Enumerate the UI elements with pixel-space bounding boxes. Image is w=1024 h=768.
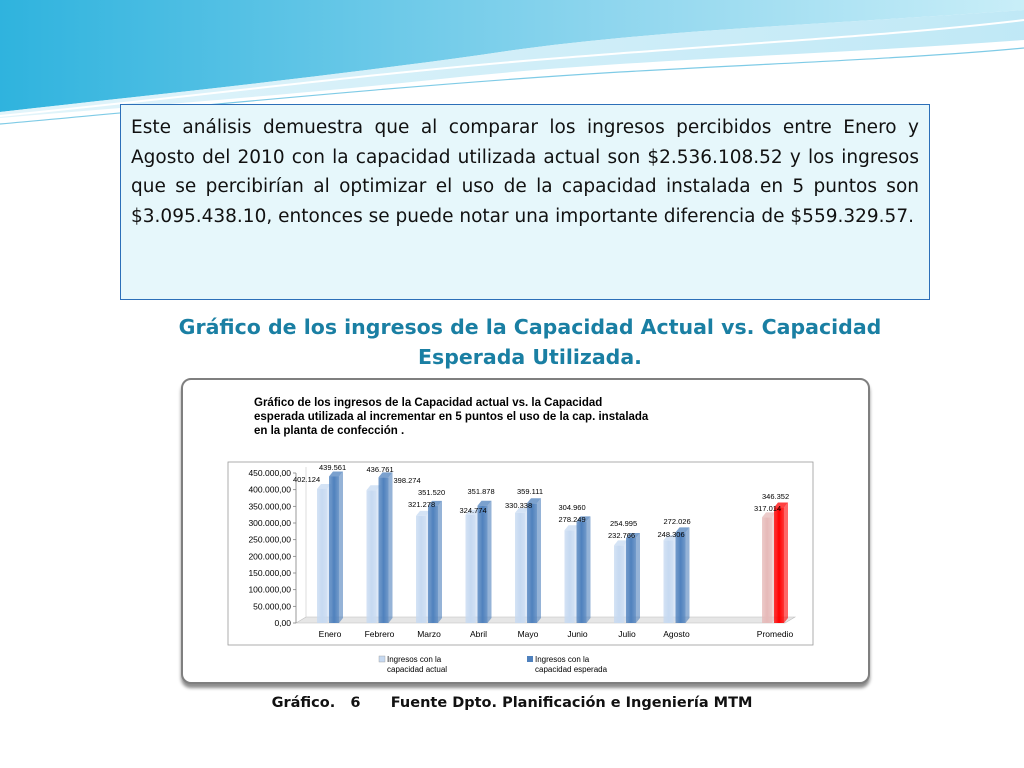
legend-swatch-series2 — [527, 656, 533, 662]
bar-series1-top — [465, 509, 480, 515]
bar-series2-side — [487, 500, 492, 623]
data-label-series2: 351.520 — [418, 488, 445, 497]
data-label-series2: 272.026 — [664, 517, 691, 526]
bar-series2-top — [576, 516, 591, 522]
data-label-series2: 439.561 — [319, 463, 346, 472]
x-tick-label: Febrero — [365, 629, 395, 639]
y-tick-label: 0,00 — [274, 618, 291, 628]
bar-series2 — [477, 505, 488, 623]
bar-series1-top — [317, 483, 331, 489]
bar-series2 — [428, 505, 438, 623]
data-label-series1: 321.278 — [408, 500, 435, 509]
data-label-series2: 436.761 — [367, 465, 394, 474]
bar-series2 — [675, 532, 686, 623]
data-label-series2: 304.960 — [559, 503, 586, 512]
bar-series2-side — [784, 502, 788, 623]
bar-series2-top — [378, 472, 393, 478]
bar-series1 — [366, 490, 377, 623]
intro-text: Este análisis demuestra que al comparar … — [131, 117, 919, 227]
data-label-series1: 248.306 — [658, 530, 685, 539]
x-tick-label: Julio — [618, 629, 636, 639]
y-tick-label: 350.000,00 — [248, 501, 291, 511]
bar-series2-side — [537, 498, 541, 623]
data-label-series1: 278.249 — [559, 515, 586, 524]
data-label-series1: 317.014 — [754, 504, 781, 513]
y-tick-label: 100.000,00 — [248, 585, 291, 595]
bar-series2-top — [626, 533, 640, 539]
bar-series2-top — [428, 500, 442, 506]
data-label-series1: 232.766 — [608, 531, 635, 540]
bar-series2-side — [388, 472, 393, 623]
data-label-series1: 402.124 — [293, 475, 320, 484]
x-tick-label: Marzo — [417, 629, 441, 639]
bar-series1-top — [416, 510, 430, 516]
bar-series2 — [576, 521, 587, 623]
y-tick-label: 300.000,00 — [248, 518, 291, 528]
bar-series1 — [465, 514, 476, 623]
data-label-series1: 398.274 — [394, 476, 421, 485]
bar-series1-top — [515, 507, 529, 513]
bar-series2-top — [774, 502, 788, 508]
bar-series1-top — [564, 525, 579, 531]
bar-series2 — [626, 538, 636, 623]
data-label-series2: 351.878 — [468, 487, 495, 496]
figure-caption: Gráfico. 6 Fuente Dpto. Planificación e … — [271, 695, 753, 711]
y-tick-label: 450.000,00 — [248, 468, 291, 478]
y-tick-label: 400.000,00 — [248, 485, 291, 495]
bar-series2 — [527, 503, 537, 623]
bar-series1-top — [663, 535, 678, 541]
x-tick-label: Junio — [567, 629, 588, 639]
slide-title: Gráfico de los ingresos de la Capacidad … — [178, 315, 882, 369]
bar-series1 — [762, 517, 772, 623]
legend-label: Ingresos con la — [387, 655, 442, 664]
bar-series1 — [416, 515, 426, 623]
x-tick-label: Enero — [319, 629, 342, 639]
x-tick-label: Promedio — [757, 629, 794, 639]
bar-series2-side — [586, 516, 591, 623]
bar-series2 — [329, 476, 339, 623]
bar-series2-side — [685, 527, 690, 623]
bar-chart: Gráfico de los ingresos de la Capacidad … — [227, 397, 814, 674]
legend-label: capacidad actual — [387, 665, 447, 674]
bar-series2-top — [329, 471, 343, 477]
bar-series1 — [515, 512, 525, 623]
data-label-series2: 346.352 — [762, 492, 789, 501]
x-tick-label: Mayo — [518, 629, 539, 639]
y-tick-label: 50.000,00 — [253, 601, 291, 611]
y-tick-label: 250.000,00 — [248, 535, 291, 545]
bar-series1 — [663, 540, 674, 623]
bar-series2-top — [527, 498, 541, 504]
data-label-series1: 330.338 — [505, 501, 532, 510]
bar-series2-top — [477, 500, 492, 506]
bar-series2-side — [339, 471, 343, 623]
intro-text-box: Este análisis demuestra que al comparar … — [120, 104, 930, 300]
x-tick-label: Agosto — [663, 629, 690, 639]
bar-series1-top — [762, 512, 776, 518]
bar-series1-top — [614, 540, 628, 546]
y-tick-label: 200.000,00 — [248, 551, 291, 561]
bar-series2-side — [636, 533, 640, 623]
legend-swatch-series1 — [378, 655, 386, 663]
x-tick-label: Abril — [470, 629, 487, 639]
legend-label: Ingresos con la — [535, 655, 590, 664]
data-label-series1: 324.774 — [460, 506, 487, 515]
bar-series1 — [317, 488, 327, 623]
data-label-series2: 359.111 — [517, 487, 543, 496]
bar-series1-top — [366, 485, 381, 491]
bar-series2-top — [675, 527, 690, 533]
data-label-series2: 254.995 — [610, 519, 637, 528]
chart-title-line: en la planta de confección . — [254, 425, 404, 437]
chart-title-line: esperada utilizada al incrementar en 5 p… — [254, 411, 649, 423]
y-tick-label: 150.000,00 — [248, 568, 291, 578]
chart-frame: Gráfico de los ingresos de la Capacidad … — [181, 378, 870, 684]
bar-series1 — [564, 530, 575, 623]
bar-series1 — [614, 545, 624, 623]
legend-label: capacidad esperada — [535, 665, 608, 674]
chart-title-line: Gráfico de los ingresos de la Capacidad … — [254, 397, 602, 409]
bar-series2 — [774, 507, 784, 623]
bar-series2-side — [438, 500, 442, 623]
bar-series2 — [378, 477, 389, 623]
